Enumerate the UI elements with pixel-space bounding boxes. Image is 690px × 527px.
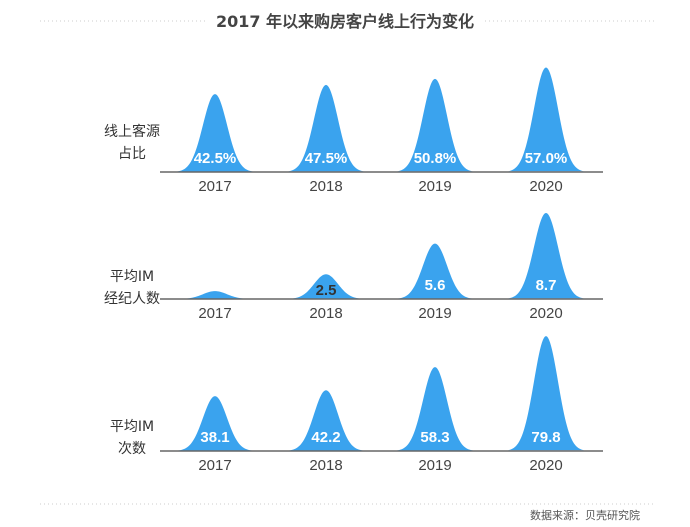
- data-label-row-1-2020: 57.0%: [525, 150, 568, 167]
- tick-label-row-3-2020: 2020: [529, 457, 562, 474]
- chart-title: 2017 年以来购房客户线上行为变化: [216, 12, 474, 31]
- row-label-1-line-1: 线上客源: [104, 123, 160, 140]
- tick-label-row-1-2017: 2017: [198, 178, 231, 195]
- peak-row-1-2020: [508, 67, 584, 172]
- peak-row-1-2017: [177, 94, 253, 172]
- data-label-row-3-2017: 38.1: [200, 429, 229, 446]
- tick-label-row-2-2020: 2020: [529, 305, 562, 322]
- tick-label-row-3-2018: 2018: [309, 457, 342, 474]
- data-label-row-1-2018: 47.5%: [305, 150, 348, 167]
- tick-label-row-2-2017: 2017: [198, 305, 231, 322]
- peak-row-3-2017: [177, 396, 253, 451]
- tick-label-row-1-2019: 2019: [418, 178, 451, 195]
- tick-label-row-2-2018: 2018: [309, 305, 342, 322]
- peak-row-2-2018: [288, 274, 364, 299]
- peak-row-1-2019: [397, 78, 473, 172]
- tick-label-row-3-2019: 2019: [418, 457, 451, 474]
- data-label-row-3-2020: 79.8: [531, 429, 560, 446]
- row-label-2-line-1: 平均IM: [110, 269, 154, 285]
- data-label-row-1-2017: 42.5%: [194, 150, 237, 167]
- peak-row-3-2018: [288, 390, 364, 451]
- data-label-row-2-2019: 5.6: [425, 277, 446, 294]
- data-label-row-1-2019: 50.8%: [414, 150, 457, 167]
- data-source: 数据来源：贝壳研究院: [530, 508, 640, 522]
- peak-row-3-2019: [397, 367, 473, 451]
- peak-row-1-2018: [288, 84, 364, 172]
- data-label-row-2-2020: 8.7: [536, 277, 557, 294]
- data-label-row-3-2018: 42.2: [311, 429, 340, 446]
- peak-row-2-2019: [397, 243, 473, 299]
- data-label-row-2-2018: 2.5: [316, 282, 337, 299]
- peak-row-3-2020: [508, 336, 584, 451]
- tick-label-row-1-2020: 2020: [529, 178, 562, 195]
- row-label-1-line-2: 占比: [118, 146, 146, 162]
- peak-row-2-2017: [177, 291, 253, 299]
- peak-row-2-2020: [508, 212, 584, 299]
- data-label-row-3-2019: 58.3: [420, 429, 449, 446]
- tick-label-row-2-2019: 2019: [418, 305, 451, 322]
- row-label-2-line-2: 经纪人数: [104, 291, 160, 307]
- tick-label-row-1-2018: 2018: [309, 178, 342, 195]
- row-label-3-line-2: 次数: [118, 441, 146, 457]
- row-label-3-line-1: 平均IM: [110, 419, 154, 435]
- tick-label-row-3-2017: 2017: [198, 457, 231, 474]
